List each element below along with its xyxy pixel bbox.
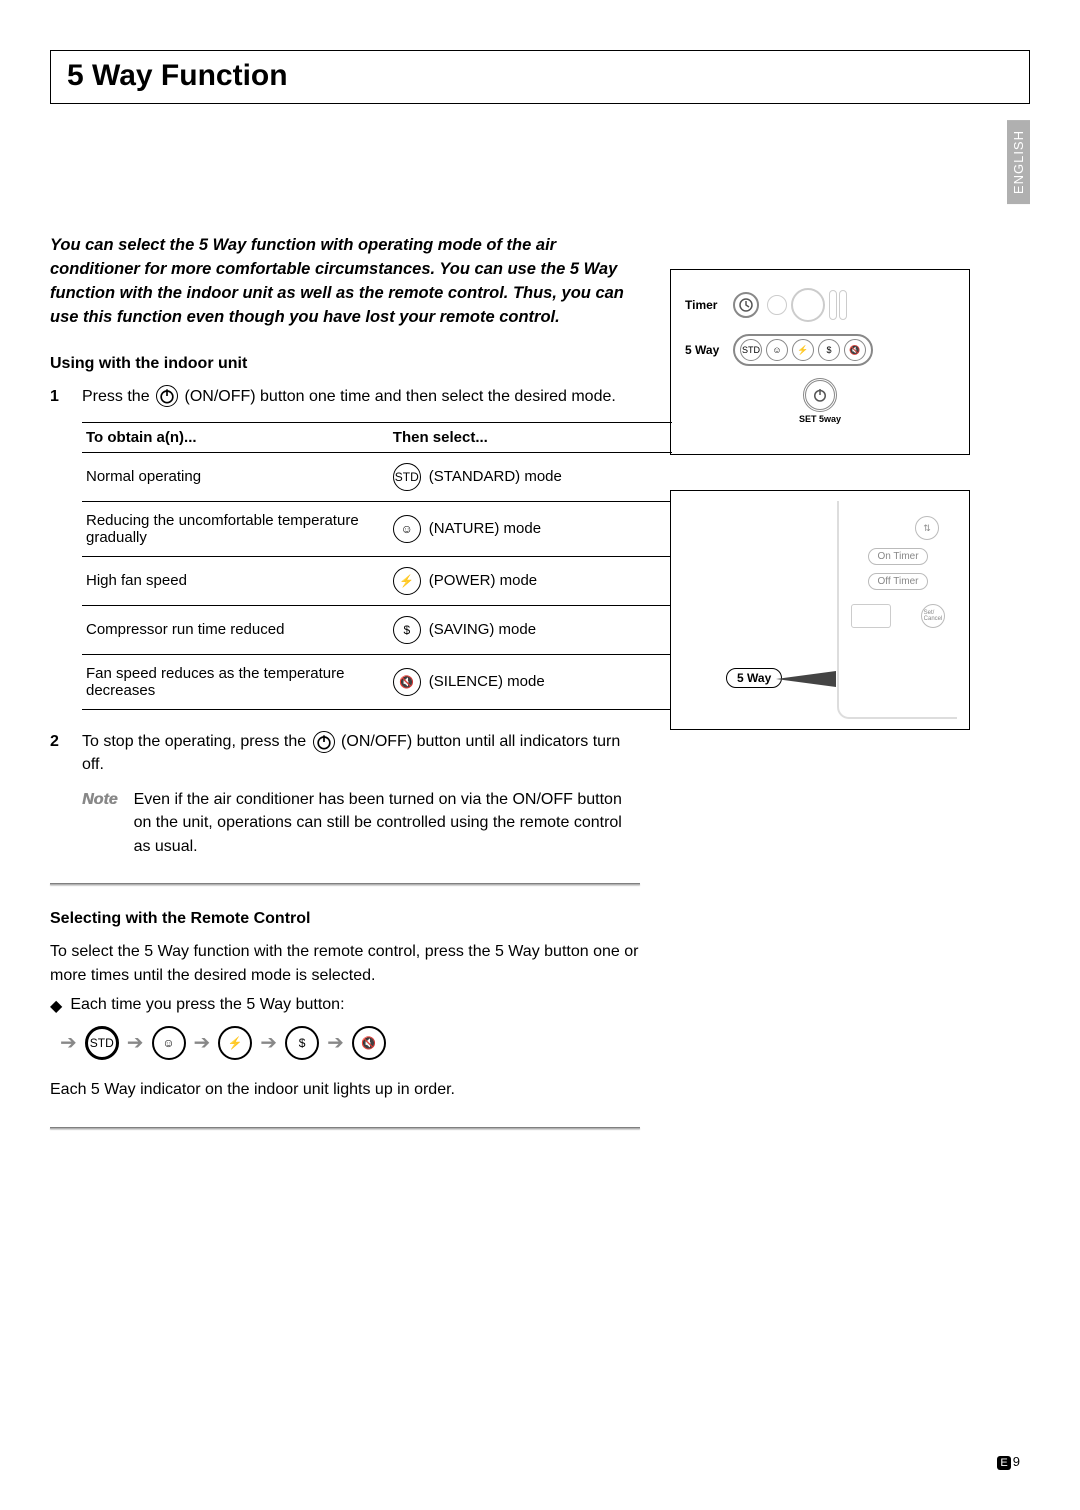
table-row: Reducing the uncomfortable temperature g… <box>82 501 672 556</box>
table-col1: To obtain a(n)... <box>82 422 389 452</box>
arrow-icon: ➔ <box>60 1030 77 1055</box>
arrow-icon: ➔ <box>260 1030 277 1055</box>
page-title-box: 5 Way Function <box>50 50 1030 104</box>
saving-icon: $ <box>818 339 840 361</box>
page-num-value: 9 <box>1013 1454 1020 1469</box>
nature-icon: ☺ <box>393 515 421 543</box>
page-title: 5 Way Function <box>67 59 1013 93</box>
saving-icon: $ <box>285 1026 319 1060</box>
power-button-icon <box>803 378 837 412</box>
bullet-text: Each time you press the 5 Way button: <box>70 996 344 1016</box>
standard-icon: STD <box>393 463 421 491</box>
remote-control-panel: ⇅ On Timer Off Timer Set/Cancel 5 Way <box>670 490 970 730</box>
silence-icon: 🔇 <box>352 1026 386 1060</box>
nature-icon: ☺ <box>766 339 788 361</box>
cycle-diagram: ➔ STD ➔ ☺ ➔ ⚡ ➔ $ ➔ 🔇 <box>60 1026 640 1060</box>
table-row: Fan speed reduces as the temperature dec… <box>82 654 672 709</box>
section-divider <box>50 883 640 885</box>
fiveway-button-label: 5 Way <box>726 668 782 688</box>
table-row: Compressor run time reduced $(SAVING) mo… <box>82 605 672 654</box>
standard-icon: STD <box>85 1026 119 1060</box>
standard-icon: STD <box>740 339 762 361</box>
note-label: Note <box>82 788 118 858</box>
step1-text-post: (ON/OFF) button one time and then select… <box>184 388 615 405</box>
diamond-bullet-icon: ◆ <box>50 996 62 1016</box>
swing-button-icon: ⇅ <box>915 516 939 540</box>
page-number: E9 <box>997 1454 1020 1470</box>
timer-button-icon <box>733 292 759 318</box>
power-icon <box>156 385 178 407</box>
section1-heading: Using with the indoor unit <box>50 355 640 373</box>
step-2: 2 To stop the operating, press the (ON/O… <box>50 730 640 858</box>
note-body: Even if the air conditioner has been tur… <box>134 788 640 858</box>
off-timer-button: Off Timer <box>868 573 928 590</box>
step2-text-pre: To stop the operating, press the <box>82 733 311 750</box>
nature-icon: ☺ <box>152 1026 186 1060</box>
panel-decoration <box>767 288 847 322</box>
section2-heading: Selecting with the Remote Control <box>50 910 640 928</box>
power-mode-icon: ⚡ <box>393 567 421 595</box>
timer-label: Timer <box>685 298 725 312</box>
power-mode-icon: ⚡ <box>218 1026 252 1060</box>
fiveway-pointer: 5 Way <box>726 669 782 687</box>
language-tab: ENGLISH <box>1007 120 1030 204</box>
arrow-icon: ➔ <box>327 1030 344 1055</box>
intro-paragraph: You can select the 5 Way function with o… <box>50 234 640 330</box>
bullet-row: ◆ Each time you press the 5 Way button: <box>50 996 640 1016</box>
table-row: Normal operating STD(STANDARD) mode <box>82 452 672 501</box>
silence-icon: 🔇 <box>393 668 421 696</box>
mode-table: To obtain a(n)... Then select... Normal … <box>82 422 672 710</box>
section2-footer: Each 5 Way indicator on the indoor unit … <box>50 1078 640 1102</box>
section2-body: To select the 5 Way function with the re… <box>50 940 640 988</box>
step1-text-pre: Press the <box>82 388 154 405</box>
fiveway-label: 5 Way <box>685 343 725 357</box>
power-mode-icon: ⚡ <box>792 339 814 361</box>
step-1: 1 Press the (ON/OFF) button one time and… <box>50 385 640 408</box>
section-divider <box>50 1127 640 1129</box>
fiveway-button-group: STD ☺ ⚡ $ 🔇 <box>733 334 873 366</box>
set-cancel-button: Set/Cancel <box>921 604 945 628</box>
set-5way-label: SET 5way <box>799 414 841 424</box>
table-row: High fan speed ⚡(POWER) mode <box>82 556 672 605</box>
remote-screen <box>851 604 891 628</box>
arrow-icon: ➔ <box>194 1030 211 1055</box>
arrow-icon: ➔ <box>127 1030 144 1055</box>
silence-icon: 🔇 <box>844 339 866 361</box>
page-prefix: E <box>997 1456 1010 1470</box>
step-number: 2 <box>50 730 68 858</box>
power-icon <box>313 731 335 753</box>
indoor-unit-panel: Timer 5 Way STD ☺ ⚡ <box>670 269 970 455</box>
saving-icon: $ <box>393 616 421 644</box>
table-col2: Then select... <box>389 422 672 452</box>
step-number: 1 <box>50 385 68 408</box>
on-timer-button: On Timer <box>868 548 928 565</box>
